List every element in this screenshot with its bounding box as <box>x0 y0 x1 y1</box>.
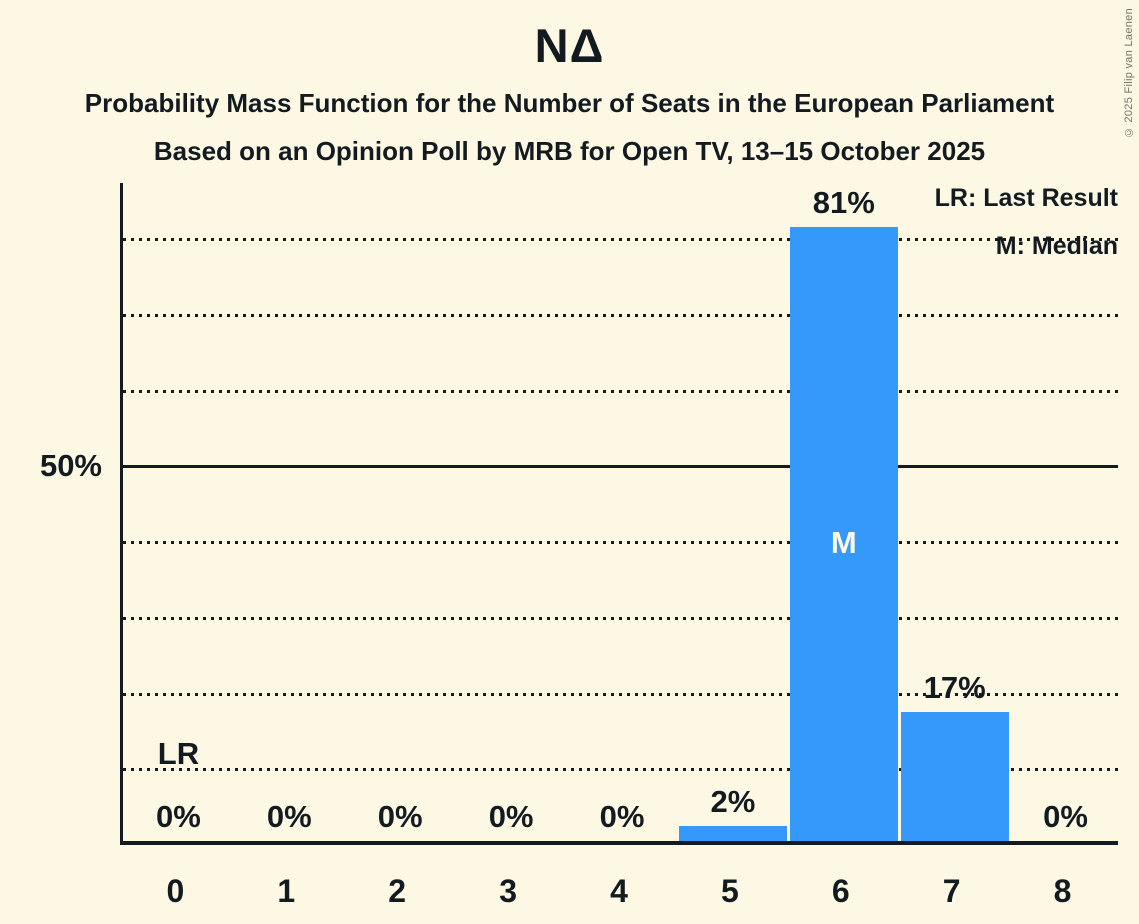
plot-area: 0% 0% 0% 0% 0% 2% 81% 17% 0% LR M <box>120 183 1118 845</box>
gridline-60pct <box>123 389 1118 393</box>
gridline-80pct <box>123 238 1118 241</box>
gridline-40pct <box>123 541 1118 544</box>
legend: LR: Last Result M: Median <box>935 183 1118 279</box>
x-tick-1: 1 <box>277 873 296 909</box>
x-tick-2: 2 <box>388 873 407 909</box>
value-label-seat-4: 0% <box>599 799 645 834</box>
last-result-label: LR <box>157 736 200 772</box>
page-title: ΝΔ <box>534 19 605 72</box>
legend-median: M: Median <box>995 232 1118 260</box>
x-tick-7: 7 <box>942 873 961 909</box>
x-tick-8: 8 <box>1053 873 1072 909</box>
gridline-20pct <box>123 692 1118 696</box>
legend-last-result: LR: Last Result <box>934 184 1118 212</box>
gridline-30pct <box>123 616 1118 620</box>
x-tick-6: 6 <box>831 873 850 909</box>
value-label-seat-1: 0% <box>266 799 312 834</box>
bar-seat-6 <box>789 227 898 841</box>
bar-seat-7 <box>900 712 1009 841</box>
bar-seat-5 <box>678 825 787 841</box>
poll-details-subtitle: Based on an Opinion Poll by MRB for Open… <box>153 136 986 166</box>
value-label-seat-2: 0% <box>377 799 423 834</box>
copyright-notice: © 2025 Filip van Laenen <box>1123 8 1135 139</box>
value-label-seat-5: 2% <box>710 783 756 819</box>
chart-subtitle: Probability Mass Function for the Number… <box>84 88 1055 118</box>
gridline-10pct <box>123 768 1118 772</box>
y-axis-label-50: 50% <box>39 448 102 483</box>
value-label-seat-8: 0% <box>1043 799 1088 834</box>
x-tick-0: 0 <box>166 873 185 909</box>
x-tick-4: 4 <box>610 873 628 909</box>
gridline-50pct-solid <box>123 465 1118 469</box>
value-label-seat-3: 0% <box>488 799 534 834</box>
x-tick-3: 3 <box>499 873 517 909</box>
x-tick-5: 5 <box>720 873 739 909</box>
value-label-seat-7: 17% <box>923 670 986 706</box>
median-label: M <box>830 525 857 561</box>
gridline-70pct <box>123 313 1118 317</box>
value-label-seat-6: 81% <box>812 185 875 221</box>
value-label-seat-0: 0% <box>156 799 201 834</box>
